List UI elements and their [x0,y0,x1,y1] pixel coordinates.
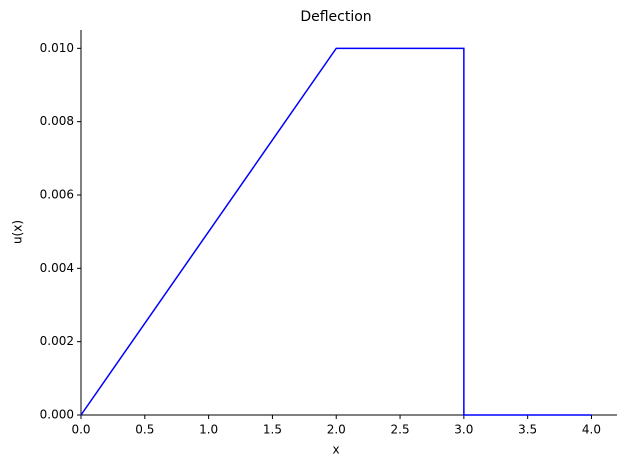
x-tick-label: 3.0 [454,423,473,437]
y-tick-label: 0.010 [40,41,74,55]
x-tick-label: 4.0 [582,423,601,437]
x-axis-label: x [332,443,339,457]
x-tick-label: 1.5 [263,423,282,437]
x-tick-label: 2.5 [391,423,410,437]
y-tick-label: 0.006 [40,188,74,202]
x-tick-label: 2.0 [327,423,346,437]
x-tick-label: 0.0 [71,423,90,437]
y-tick-label: 0.004 [40,261,74,275]
data-line [80,47,592,416]
x-tick-label: 3.5 [518,423,537,437]
y-tick-label: 0.008 [40,114,74,128]
x-tick-label: 0.5 [135,423,154,437]
y-tick-label: 0.002 [40,334,74,348]
y-axis-label: u(x) [11,220,25,244]
y-tick-label: 0.000 [40,408,74,422]
x-tick-label: 1.0 [199,423,218,437]
chart-title: Deflection [300,9,371,25]
